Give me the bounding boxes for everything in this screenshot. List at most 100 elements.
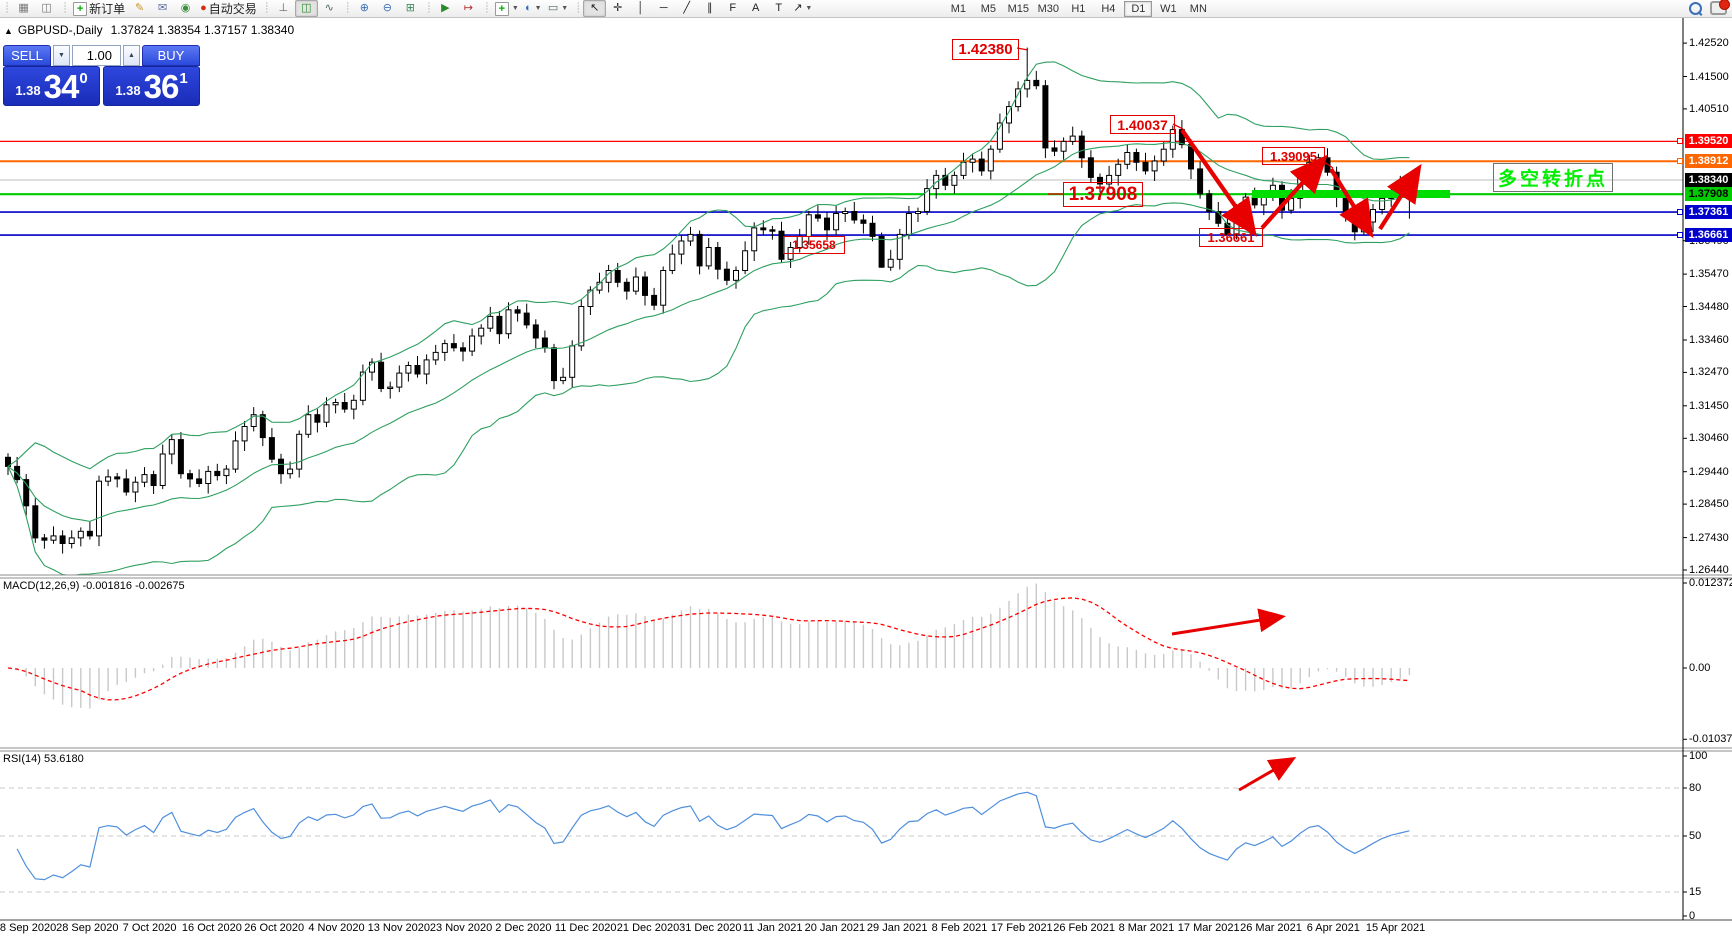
zoom-out-button[interactable]: ⊖: [376, 0, 399, 17]
date-axis-label: 8 Feb 2021: [931, 922, 988, 934]
arrows-button[interactable]: ↗ ▼: [790, 0, 815, 17]
label-button[interactable]: T: [767, 0, 790, 17]
bars-button[interactable]: ⊥: [272, 0, 295, 17]
rsi-axis-tick: 100: [1689, 750, 1708, 762]
chat-icon[interactable]: [1710, 0, 1730, 15]
profiles-button[interactable]: ◫: [35, 0, 58, 17]
add-indicator-icon: +: [494, 1, 509, 16]
sell-price-panel[interactable]: 1.38 34 0: [3, 66, 100, 106]
new-order-label: 新订单: [89, 2, 126, 16]
chart-shift-button[interactable]: ↦: [457, 0, 480, 17]
buy-price-panel[interactable]: 1.38 36 1: [103, 66, 200, 106]
auto-scroll-icon: ▶: [441, 2, 450, 14]
toolbar-group-handle: ┊: [62, 3, 69, 14]
trendline-icon: ╱: [683, 2, 690, 14]
date-axis-label: 2 Dec 2020: [495, 922, 552, 934]
autotrading-icon: ●: [200, 2, 207, 14]
cursor-button[interactable]: ↖: [583, 0, 607, 17]
lot-size-field[interactable]: 1.00: [72, 45, 121, 66]
line-chart-button[interactable]: ∿: [318, 0, 341, 17]
timeframe-h1-button[interactable]: H1: [1071, 2, 1086, 15]
collapse-triangle-icon[interactable]: ▲: [4, 26, 13, 36]
signal-button[interactable]: ◉: [174, 0, 197, 17]
new-chart-button[interactable]: ▦: [12, 0, 35, 17]
date-axis-label: 29 Jan 2021: [866, 922, 928, 934]
sell-price-pips: 34: [43, 68, 80, 105]
buy-price-pips: 36: [143, 68, 180, 105]
dropdown-caret-icon[interactable]: ▼: [511, 5, 519, 12]
zoom-out-icon: ⊖: [382, 2, 392, 14]
macd-indicator-label: MACD(12,26,9) -0.001816 -0.002675: [3, 580, 185, 592]
timeframe-m15-button[interactable]: M15: [1007, 2, 1030, 15]
price-axis-tick: 1.26440: [1689, 564, 1729, 576]
cursor-icon: ↖: [590, 2, 600, 14]
template-button[interactable]: ▭ ▼: [545, 0, 571, 17]
period-button[interactable]: ◐ ▼: [522, 0, 545, 17]
toolbar-group-handle: ┊: [425, 3, 432, 14]
date-axis-label: 6 Apr 2021: [1306, 922, 1360, 934]
date-axis-label: 21 Dec 2020: [616, 922, 680, 934]
price-annotation-1.37908[interactable]: 1.37908: [1063, 182, 1143, 207]
vertical-line-button[interactable]: │: [629, 0, 652, 17]
turning-point-annotation[interactable]: 多空转折点: [1493, 163, 1613, 192]
text-button[interactable]: A: [744, 0, 767, 17]
lot-increase-button[interactable]: ▲: [123, 45, 140, 66]
date-axis-label: 18 Sep 2020: [0, 922, 57, 934]
tile-windows-button[interactable]: ⊞: [399, 0, 422, 17]
dropdown-caret-icon[interactable]: ▼: [534, 5, 542, 12]
timeframe-mn-button[interactable]: MN: [1189, 2, 1207, 15]
crosshair-button[interactable]: ✛: [606, 0, 629, 17]
auto-scroll-button[interactable]: ▶: [434, 0, 457, 17]
autotrading-button[interactable]: ● 自动交易: [197, 0, 260, 17]
brush-button[interactable]: ✎: [128, 0, 151, 17]
buy-button[interactable]: BUY: [142, 45, 200, 66]
price-annotation-1.35658[interactable]: 1.35658: [783, 236, 845, 254]
autotrading-label: 自动交易: [208, 2, 257, 16]
toolbar-group-handle: ┊: [263, 3, 270, 14]
timeframe-h4-button[interactable]: H4: [1101, 2, 1116, 15]
horizontal-line-button[interactable]: ─: [652, 0, 675, 17]
price-annotation-1.39095[interactable]: 1.39095: [1262, 147, 1325, 165]
timeframe-d1-button[interactable]: D1: [1124, 0, 1153, 17]
timeframe-m5-button[interactable]: M5: [980, 2, 996, 15]
lot-decrease-button[interactable]: ▼: [53, 45, 70, 66]
signal-icon: ◉: [180, 2, 191, 14]
date-axis-label: 31 Dec 2020: [679, 922, 742, 934]
price-annotation-1.36661[interactable]: 1.36661: [1199, 228, 1263, 247]
price-badge-1.38340: 1.38340: [1685, 173, 1732, 187]
sell-button[interactable]: SELL: [3, 45, 51, 66]
timeframe-m1-button[interactable]: M1: [950, 2, 966, 15]
quote-price-row: 1.38 34 0 1.38 36 1: [3, 66, 200, 106]
channel-button[interactable]: ∥: [698, 0, 721, 17]
timeframe-m30-button[interactable]: M30: [1037, 2, 1060, 15]
timeframe-w1-button[interactable]: W1: [1160, 2, 1177, 15]
price-axis-tick: 1.32470: [1689, 366, 1729, 379]
new-order-icon: +: [73, 1, 88, 16]
chart-shift-icon: ↦: [463, 2, 473, 14]
price-annotation-1.40037[interactable]: 1.40037: [1110, 115, 1175, 134]
price-annotation-1.42380[interactable]: 1.42380: [952, 39, 1019, 60]
price-axis-tick: 1.41500: [1689, 70, 1729, 83]
fibonacci-button[interactable]: F: [721, 0, 744, 17]
ohlc-values: 1.37824 1.38354 1.37157 1.38340: [110, 23, 295, 37]
fibonacci-icon: F: [729, 2, 737, 14]
buy-price-pipette: 1: [179, 70, 188, 87]
add-indicator-button[interactable]: + ▼: [492, 0, 522, 17]
label-icon: T: [775, 2, 783, 14]
sell-price-big-figure: 1.38: [15, 83, 41, 98]
trendline-button[interactable]: ╱: [675, 0, 698, 17]
candles-button[interactable]: ◫: [294, 0, 318, 17]
search-icon[interactable]: [1689, 1, 1703, 16]
dropdown-caret-icon[interactable]: ▼: [805, 5, 813, 12]
new-order-button[interactable]: + 新订单: [70, 0, 128, 17]
dropdown-caret-icon[interactable]: ▼: [561, 5, 569, 12]
price-badge-1.36661: 1.36661: [1685, 228, 1732, 243]
date-axis-label: 23 Nov 2020: [429, 922, 493, 934]
zoom-in-button[interactable]: ⊕: [353, 0, 376, 17]
price-axis-tick: 1.27430: [1689, 531, 1729, 544]
price-axis-tick: 1.31450: [1689, 399, 1729, 412]
toolbar-group-handle: ┊: [483, 3, 490, 14]
horizontal-line-icon: ─: [659, 2, 668, 14]
mailbox-button[interactable]: ✉: [151, 0, 174, 17]
